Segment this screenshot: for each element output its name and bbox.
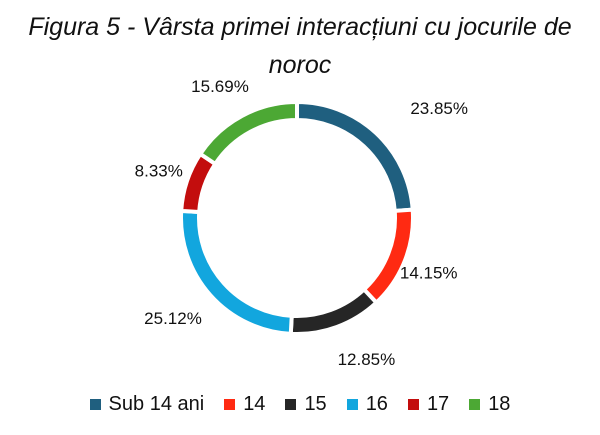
donut-slice-14 <box>362 207 415 305</box>
legend-item: Sub 14 ani <box>89 393 205 416</box>
legend-label: 14 <box>243 393 266 415</box>
legend-label: 15 <box>304 393 327 415</box>
legend-item: 14 <box>224 393 265 416</box>
data-label: 8.33% <box>135 161 183 180</box>
donut-slice-15 <box>288 287 379 336</box>
data-label: 23.85% <box>410 99 468 118</box>
donut-chart: 23.85% 14.15% 12.85% 25.12% 8.33% 15.69% <box>135 77 468 369</box>
data-label: 15.69% <box>191 77 249 96</box>
legend: Sub 14 ani 14 15 16 17 18 <box>0 393 600 416</box>
legend-label: 16 <box>365 393 388 415</box>
legend-label: 18 <box>488 393 511 415</box>
legend-swatch <box>407 399 419 410</box>
chart-title: Figura 5 - Vârsta primei interacțiuni cu… <box>28 13 572 79</box>
data-label: 14.15% <box>400 264 458 283</box>
legend-item: 17 <box>407 393 450 416</box>
legend-swatch <box>469 399 481 410</box>
legend-label: Sub 14 ani <box>108 393 205 415</box>
legend-item: 16 <box>346 393 388 416</box>
donut-slice-sub-14-ani <box>295 100 415 213</box>
legend-label: 17 <box>426 393 450 415</box>
data-label: 12.85% <box>338 350 396 369</box>
legend-swatch <box>89 399 101 410</box>
legend-swatch <box>346 399 358 410</box>
donut-slice-18 <box>198 100 299 166</box>
legend-item: 15 <box>285 393 327 416</box>
legend-item: 18 <box>469 393 510 416</box>
legend-swatch <box>224 399 236 410</box>
data-label: 25.12% <box>144 309 202 328</box>
legend-swatch <box>285 399 297 410</box>
